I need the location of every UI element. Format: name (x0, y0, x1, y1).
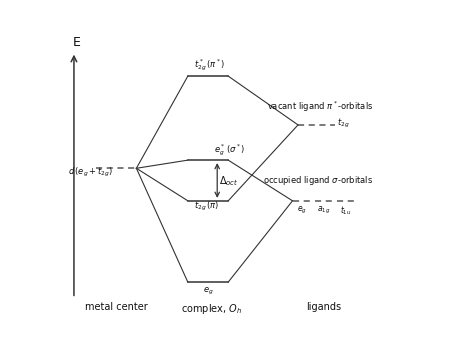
Text: $d\,(e_g + t_{2g})$: $d\,(e_g + t_{2g})$ (68, 166, 113, 179)
Text: E: E (73, 36, 81, 49)
Text: $t_{2g}\,(\pi)$: $t_{2g}\,(\pi)$ (194, 200, 219, 213)
Text: $a_{1g}$: $a_{1g}$ (317, 205, 330, 216)
Text: complex, $O_h$: complex, $O_h$ (181, 302, 242, 316)
Text: $t_{1u}$: $t_{1u}$ (340, 205, 352, 218)
Text: vacant ligand $\pi^*$-orbitals: vacant ligand $\pi^*$-orbitals (267, 100, 374, 114)
Text: $t^*_{2g}\,(\pi^*)$: $t^*_{2g}\,(\pi^*)$ (194, 58, 225, 74)
Text: $e^*_g\,(\sigma^*)$: $e^*_g\,(\sigma^*)$ (213, 143, 245, 158)
Text: $e_g$: $e_g$ (297, 205, 307, 216)
Text: ligands: ligands (306, 302, 341, 313)
Text: $t_{2g}$: $t_{2g}$ (337, 117, 349, 130)
Text: occupied ligand $\sigma$-orbitals: occupied ligand $\sigma$-orbitals (264, 174, 374, 187)
Text: $\Delta_{oct}$: $\Delta_{oct}$ (219, 175, 238, 188)
Text: $e_g$: $e_g$ (203, 286, 213, 297)
Text: metal center: metal center (85, 302, 147, 313)
